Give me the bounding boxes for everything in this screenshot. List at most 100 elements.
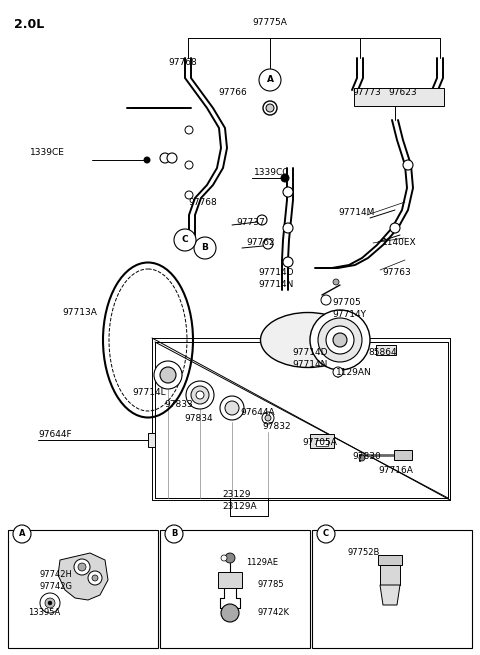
Circle shape xyxy=(326,326,354,354)
Text: 97762: 97762 xyxy=(246,238,275,247)
Bar xyxy=(376,345,396,355)
Circle shape xyxy=(88,571,102,585)
Circle shape xyxy=(266,104,274,112)
Polygon shape xyxy=(58,553,108,600)
Text: 97705: 97705 xyxy=(332,298,361,307)
Circle shape xyxy=(48,601,52,605)
Circle shape xyxy=(263,239,273,249)
Text: 97714M: 97714M xyxy=(338,208,374,217)
Circle shape xyxy=(403,160,413,170)
Circle shape xyxy=(144,157,150,163)
Text: 97714N: 97714N xyxy=(258,280,293,289)
Text: 13395A: 13395A xyxy=(28,608,60,617)
Text: 97644F: 97644F xyxy=(38,430,72,439)
Text: 97775A: 97775A xyxy=(252,18,288,27)
Bar xyxy=(394,450,412,460)
Circle shape xyxy=(283,187,293,197)
Text: C: C xyxy=(182,236,188,244)
Circle shape xyxy=(40,593,60,613)
Text: 97714Y: 97714Y xyxy=(332,310,366,319)
Text: 97785: 97785 xyxy=(258,580,285,589)
Circle shape xyxy=(191,386,209,404)
Circle shape xyxy=(221,604,239,622)
Circle shape xyxy=(321,295,331,305)
Text: 97833: 97833 xyxy=(164,400,193,409)
Text: 97714D: 97714D xyxy=(292,348,327,357)
Circle shape xyxy=(333,333,347,347)
Circle shape xyxy=(390,223,400,233)
Text: 1339CE: 1339CE xyxy=(30,148,65,157)
Circle shape xyxy=(92,575,98,581)
Text: 97768: 97768 xyxy=(188,198,217,207)
Text: 97742K: 97742K xyxy=(258,608,290,617)
Text: 2.0L: 2.0L xyxy=(14,18,44,31)
Text: 97705A: 97705A xyxy=(302,438,337,447)
Circle shape xyxy=(283,257,293,267)
Text: 1129AN: 1129AN xyxy=(336,368,372,377)
Text: 23129: 23129 xyxy=(222,490,251,499)
Circle shape xyxy=(194,237,216,259)
Circle shape xyxy=(333,279,339,285)
Text: 97742H: 97742H xyxy=(40,570,73,579)
Polygon shape xyxy=(380,585,400,605)
Bar xyxy=(354,88,444,106)
Circle shape xyxy=(167,153,177,163)
Circle shape xyxy=(221,555,227,561)
Text: 97716A: 97716A xyxy=(378,466,413,475)
Circle shape xyxy=(318,318,362,362)
Circle shape xyxy=(333,367,343,377)
Bar xyxy=(312,530,472,648)
Circle shape xyxy=(220,396,244,420)
Circle shape xyxy=(160,367,176,383)
Text: C: C xyxy=(323,529,329,538)
Circle shape xyxy=(310,310,370,370)
Text: 97644A: 97644A xyxy=(240,408,275,417)
Circle shape xyxy=(165,525,183,543)
Bar xyxy=(310,434,334,448)
Circle shape xyxy=(185,126,193,134)
Text: 97737: 97737 xyxy=(236,218,265,227)
Bar xyxy=(218,572,242,588)
Circle shape xyxy=(225,553,235,563)
Text: 1339CC: 1339CC xyxy=(254,168,289,177)
Text: 97773: 97773 xyxy=(352,88,381,97)
Text: 97830: 97830 xyxy=(352,452,381,461)
Bar xyxy=(8,530,158,648)
Circle shape xyxy=(45,598,55,608)
Text: 97832: 97832 xyxy=(262,422,290,431)
Text: 23129A: 23129A xyxy=(222,502,257,511)
Text: 85864: 85864 xyxy=(368,348,396,357)
Text: A: A xyxy=(266,75,274,84)
Text: 97763: 97763 xyxy=(382,268,411,277)
Text: 97713A: 97713A xyxy=(62,308,97,317)
Circle shape xyxy=(74,559,90,575)
Circle shape xyxy=(225,401,239,415)
Text: 97714N: 97714N xyxy=(292,360,327,369)
Text: 97768: 97768 xyxy=(168,58,197,67)
Bar xyxy=(380,565,400,585)
Circle shape xyxy=(185,191,193,199)
Text: B: B xyxy=(202,244,208,252)
Circle shape xyxy=(78,563,86,571)
Circle shape xyxy=(281,174,289,182)
Circle shape xyxy=(262,412,274,424)
Text: 97752B: 97752B xyxy=(348,548,380,557)
Bar xyxy=(148,433,155,447)
Text: 1140EX: 1140EX xyxy=(382,238,417,247)
Circle shape xyxy=(160,153,170,163)
Bar xyxy=(160,530,310,648)
Text: 97834: 97834 xyxy=(184,414,213,423)
Circle shape xyxy=(265,415,271,421)
Circle shape xyxy=(174,229,196,251)
Circle shape xyxy=(257,215,267,225)
Circle shape xyxy=(13,525,31,543)
Text: A: A xyxy=(19,529,25,538)
Bar xyxy=(316,440,328,446)
Text: 97742G: 97742G xyxy=(40,582,73,591)
Circle shape xyxy=(263,101,277,115)
Text: B: B xyxy=(171,529,177,538)
Circle shape xyxy=(185,161,193,169)
Ellipse shape xyxy=(261,312,356,367)
Circle shape xyxy=(154,361,182,389)
Circle shape xyxy=(317,525,335,543)
